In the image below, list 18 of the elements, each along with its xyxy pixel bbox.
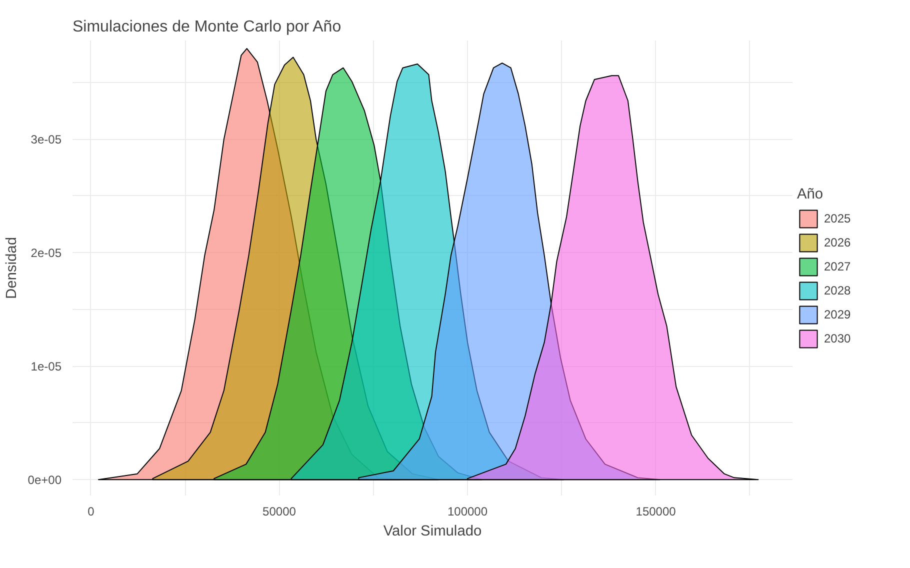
legend-label: 2029: [824, 307, 851, 321]
x-axis-title: Valor Simulado: [383, 524, 482, 540]
legend-label: 2026: [824, 235, 851, 249]
x-tick-label: 100000: [448, 504, 488, 518]
legend-label: 2027: [824, 259, 851, 273]
legend-label: 2028: [824, 283, 851, 297]
y-tick-label: 0e+00: [28, 473, 62, 488]
y-tick-label: 3e-05: [30, 132, 62, 147]
y-tick-label: 2e-05: [30, 246, 62, 260]
legend-title: Año: [797, 186, 824, 202]
y-axis-title: Densidad: [4, 237, 20, 299]
legend-label: 2030: [824, 331, 851, 345]
y-tick-label: 1e-05: [30, 360, 62, 374]
chart-title: Simulaciones de Monte Carlo por Año: [72, 18, 342, 36]
x-tick-label: 50000: [262, 504, 296, 518]
x-tick-label: 0: [88, 504, 95, 518]
x-tick-label: 150000: [636, 504, 676, 518]
legend-label: 2025: [824, 211, 851, 225]
